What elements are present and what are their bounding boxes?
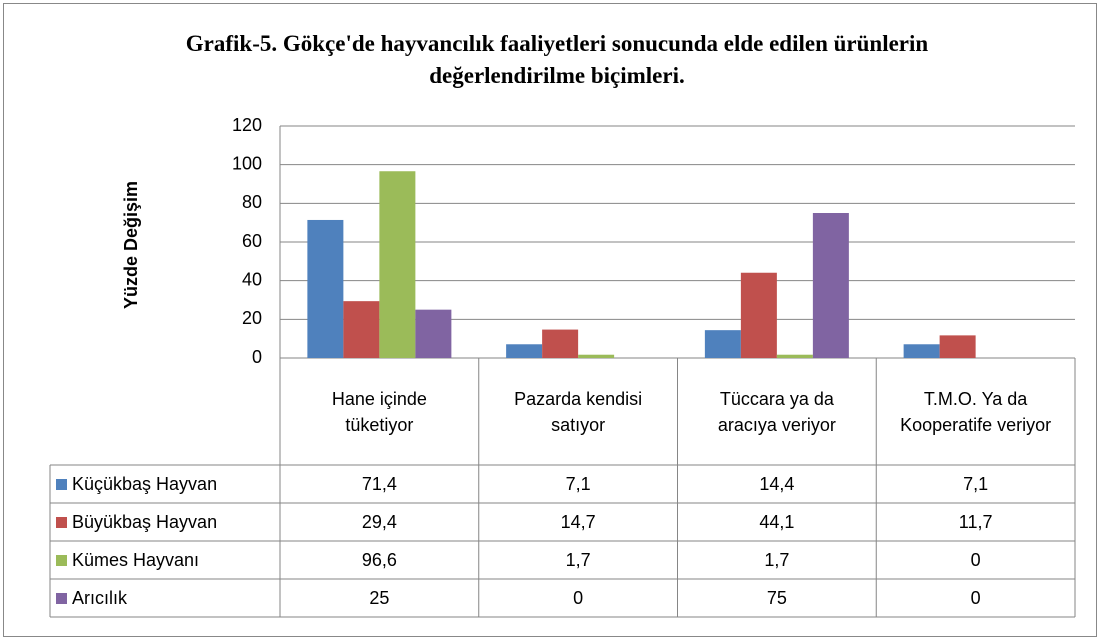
bar xyxy=(812,213,849,358)
table-value: 0 xyxy=(970,588,981,608)
table-value: 1,7 xyxy=(565,550,591,570)
bar xyxy=(415,309,452,358)
table-value: 96,6 xyxy=(361,550,397,570)
y-tick-label: 120 xyxy=(232,115,262,135)
table-value: 44,1 xyxy=(759,512,795,532)
legend-label: Küçükbaş Hayvan xyxy=(72,473,218,494)
bar xyxy=(542,329,579,358)
bar xyxy=(740,272,777,358)
legend-entry: Küçükbaş Hayvan xyxy=(50,465,280,503)
table-value: 14,4 xyxy=(759,474,795,494)
legend-label: Büyükbaş Hayvan xyxy=(72,511,218,532)
chart-title: Grafik-5. Gökçe'de hayvancılık faaliyetl… xyxy=(185,31,929,88)
table-value: 11,7 xyxy=(958,512,993,532)
y-axis-label: Yüzde Değişim xyxy=(121,181,141,309)
y-tick-label: 0 xyxy=(252,347,262,367)
bar xyxy=(343,301,380,358)
legend-entry: Büyükbaş Hayvan xyxy=(50,503,280,541)
y-tick-label: 100 xyxy=(232,153,262,173)
table-value: 0 xyxy=(573,588,584,608)
table-value: 25 xyxy=(369,588,390,608)
category-label: Pazarda kendisi satıyor xyxy=(514,388,643,435)
table-value: 7,1 xyxy=(565,474,591,494)
bar xyxy=(506,344,543,358)
category-label: Hane içinde tüketiyor xyxy=(331,388,427,435)
table-value: 71,4 xyxy=(361,474,397,494)
y-tick-label: 20 xyxy=(242,308,262,328)
bar xyxy=(903,344,940,358)
frame xyxy=(3,3,1097,637)
legend-swatch xyxy=(56,592,67,604)
table-value: 75 xyxy=(766,588,787,608)
bar xyxy=(379,171,416,358)
legend-label: Arıcılık xyxy=(72,587,128,608)
category-label: T.M.O. Ya da Kooperatife veriyor xyxy=(900,388,1052,435)
legend-swatch xyxy=(56,516,67,528)
legend-swatch xyxy=(56,554,67,566)
bar xyxy=(307,219,344,358)
legend-swatch xyxy=(56,478,67,490)
table-value: 14,7 xyxy=(560,512,596,532)
legend-label: Kümes Hayvanı xyxy=(72,549,200,570)
table-value: 0 xyxy=(970,550,981,570)
table-value: 7,1 xyxy=(963,474,989,494)
table-value: 1,7 xyxy=(764,550,790,570)
y-tick-label: 60 xyxy=(242,231,262,251)
y-tick-label: 80 xyxy=(242,192,262,212)
bar xyxy=(776,354,813,358)
legend-entry: Kümes Hayvanı xyxy=(50,541,280,579)
table-value: 29,4 xyxy=(361,512,397,532)
bar xyxy=(939,335,976,358)
y-tick-label: 40 xyxy=(242,269,262,289)
category-label: Tüccara ya da aracıya veriyor xyxy=(717,388,836,435)
legend-entry: Arıcılık xyxy=(50,579,280,617)
bar xyxy=(704,330,741,358)
bar xyxy=(578,354,615,358)
